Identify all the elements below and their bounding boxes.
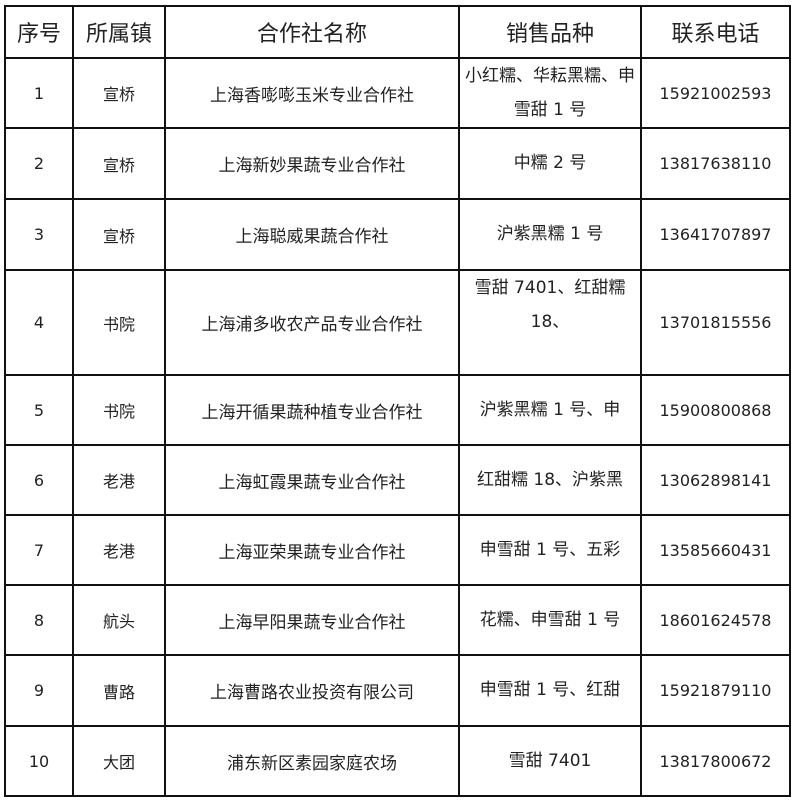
cell-variety: 中糯 2 号	[458, 127, 642, 200]
cell-name: 浦东新区素园家庭农场	[164, 725, 460, 797]
cooperative-table: 序号 所属镇 合作社名称 销售品种 联系电话 1 宣桥 上海香嘭嘭玉米专业合作社 小红…	[4, 5, 791, 797]
table-row: 1 宣桥 上海香嘭嘭玉米专业合作社 小红糯、华耘黑糯、申雪甜 1 号 159210025…	[4, 57, 791, 129]
table-row: 4 书院 上海浦多收农产品专业合作社 雪甜 7401、红甜糯 18、 137018155…	[4, 269, 791, 376]
cell-town: 宣桥	[72, 198, 166, 271]
table-row: 8 航头 上海早阳果蔬专业合作社 花糯、申雪甜 1 号 18601624578	[4, 584, 791, 656]
cell-town: 书院	[72, 374, 166, 446]
cell-phone: 15900800868	[640, 374, 791, 446]
variety-text: 红甜糯 18、沪紫黑	[476, 470, 624, 490]
cell-name: 上海虹霞果蔬专业合作社	[164, 444, 460, 516]
cell-town: 航头	[72, 584, 166, 656]
cell-no: 10	[4, 725, 74, 797]
cell-variety: 花糯、申雪甜 1 号	[458, 584, 642, 656]
cell-town: 大团	[72, 725, 166, 797]
cell-name: 上海香嘭嘭玉米专业合作社	[164, 57, 460, 129]
cell-no: 7	[4, 514, 74, 586]
cell-variety: 雪甜 7401	[458, 725, 642, 797]
cell-phone: 15921002593	[640, 57, 791, 129]
cell-town: 曹路	[72, 654, 166, 727]
cell-no: 9	[4, 654, 74, 727]
variety-text: 小红糯、华耘黑糯、申雪甜 1 号	[465, 66, 635, 120]
header-town: 所属镇	[72, 5, 166, 59]
cell-no: 3	[4, 198, 74, 271]
cell-phone: 13701815556	[640, 269, 791, 376]
cell-town: 老港	[72, 444, 166, 516]
cell-no: 8	[4, 584, 74, 656]
cell-variety: 小红糯、华耘黑糯、申雪甜 1 号	[458, 57, 642, 129]
cell-town: 老港	[72, 514, 166, 586]
cell-town: 宣桥	[72, 57, 166, 129]
cell-no: 1	[4, 57, 74, 129]
header-phone: 联系电话	[640, 5, 791, 59]
cell-phone: 13817800672	[640, 725, 791, 797]
cell-no: 5	[4, 374, 74, 446]
cell-phone: 18601624578	[640, 584, 791, 656]
cell-variety: 申雪甜 1 号、五彩	[458, 514, 642, 586]
cell-no: 2	[4, 127, 74, 200]
variety-text: 雪甜 7401	[508, 751, 592, 771]
table-row: 9 曹路 上海曹路农业投资有限公司 申雪甜 1 号、红甜 15921879110	[4, 654, 791, 727]
cell-no: 6	[4, 444, 74, 516]
header-no: 序号	[4, 5, 74, 59]
table-row: 3 宣桥 上海聪威果蔬合作社 沪紫黑糯 1 号 13641707897	[4, 198, 791, 271]
cell-phone: 13817638110	[640, 127, 791, 200]
variety-text: 申雪甜 1 号、红甜	[479, 680, 621, 700]
table-row: 6 老港 上海虹霞果蔬专业合作社 红甜糯 18、沪紫黑 13062898141	[4, 444, 791, 516]
cell-name: 上海新妙果蔬专业合作社	[164, 127, 460, 200]
cell-town: 宣桥	[72, 127, 166, 200]
cell-name: 上海亚荣果蔬专业合作社	[164, 514, 460, 586]
cell-town: 书院	[72, 269, 166, 376]
cell-variety: 雪甜 7401、红甜糯 18、	[458, 269, 642, 376]
cell-variety: 沪紫黑糯 1 号	[458, 198, 642, 271]
cell-name: 上海曹路农业投资有限公司	[164, 654, 460, 727]
cell-phone: 15921879110	[640, 654, 791, 727]
variety-text: 花糯、申雪甜 1 号	[479, 610, 621, 630]
header-variety: 销售品种	[458, 5, 642, 59]
table-row: 2 宣桥 上海新妙果蔬专业合作社 中糯 2 号 13817638110	[4, 127, 791, 200]
cell-variety: 红甜糯 18、沪紫黑	[458, 444, 642, 516]
variety-text: 沪紫黑糯 1 号、申	[479, 400, 621, 420]
cell-phone: 13641707897	[640, 198, 791, 271]
cell-name: 上海聪威果蔬合作社	[164, 198, 460, 271]
cell-variety: 申雪甜 1 号、红甜	[458, 654, 642, 727]
table-row: 7 老港 上海亚荣果蔬专业合作社 申雪甜 1 号、五彩 13585660431	[4, 514, 791, 586]
cell-no: 4	[4, 269, 74, 376]
table-row: 5 书院 上海开循果蔬种植专业合作社 沪紫黑糯 1 号、申 15900800868	[4, 374, 791, 446]
cell-name: 上海早阳果蔬专业合作社	[164, 584, 460, 656]
cell-name: 上海浦多收农产品专业合作社	[164, 269, 460, 376]
header-name: 合作社名称	[164, 5, 460, 59]
cell-name: 上海开循果蔬种植专业合作社	[164, 374, 460, 446]
variety-text: 中糯 2 号	[513, 153, 587, 173]
variety-text: 申雪甜 1 号、五彩	[479, 540, 621, 560]
cell-phone: 13062898141	[640, 444, 791, 516]
cell-phone: 13585660431	[640, 514, 791, 586]
header-row: 序号 所属镇 合作社名称 销售品种 联系电话	[4, 5, 791, 59]
cell-variety: 沪紫黑糯 1 号、申	[458, 374, 642, 446]
variety-text: 沪紫黑糯 1 号	[496, 224, 604, 244]
table-row: 10 大团 浦东新区素园家庭农场 雪甜 7401 13817800672	[4, 725, 791, 797]
variety-text: 雪甜 7401、红甜糯 18、	[474, 278, 626, 332]
